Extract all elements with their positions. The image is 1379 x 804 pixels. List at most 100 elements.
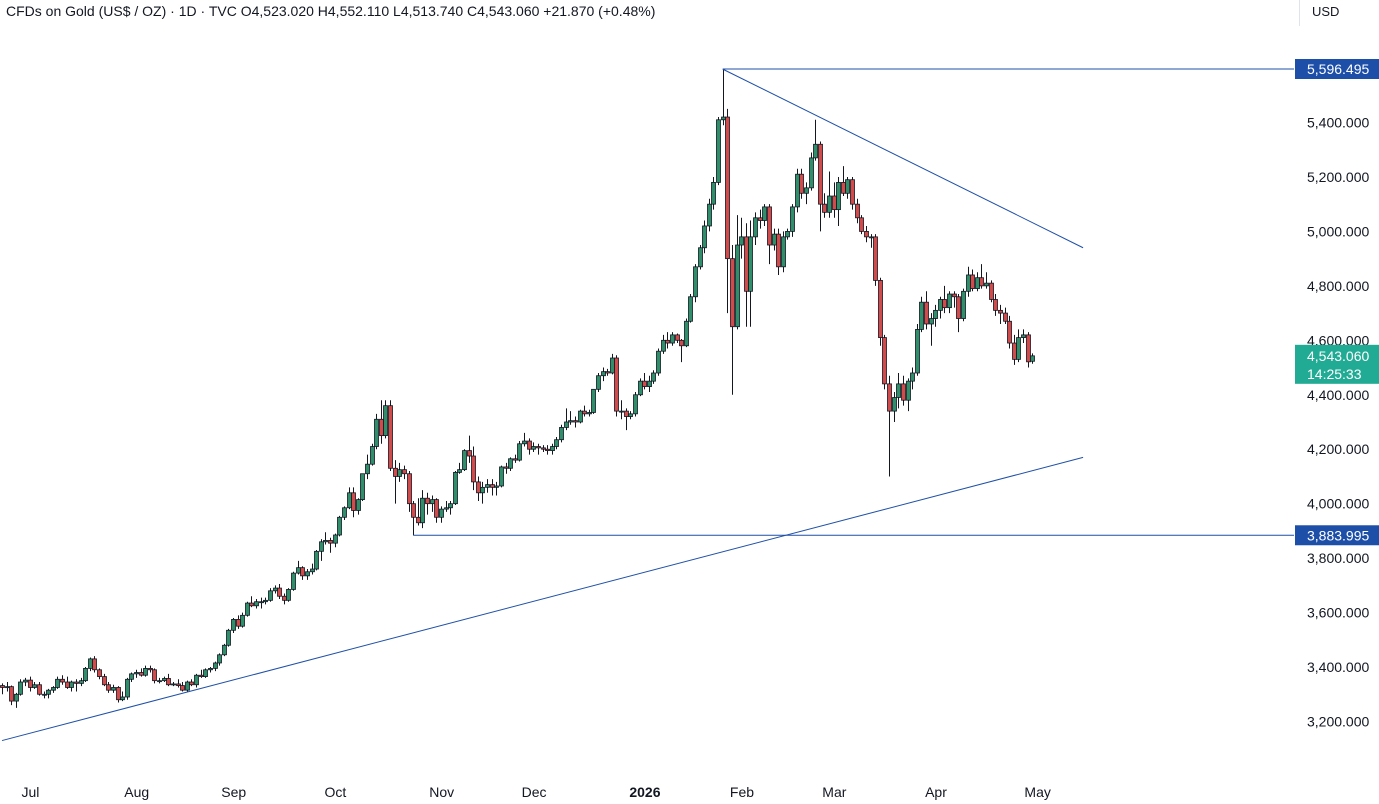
candle-down bbox=[139, 672, 144, 676]
candle-down bbox=[328, 540, 333, 544]
candle-up bbox=[360, 473, 365, 500]
candle-up bbox=[610, 357, 615, 374]
candle-up bbox=[522, 440, 527, 445]
candle-down bbox=[545, 448, 550, 451]
candle-up bbox=[448, 503, 453, 509]
candle-down bbox=[624, 410, 629, 417]
candle-down bbox=[1007, 320, 1012, 344]
candle-up bbox=[531, 446, 536, 450]
candle-down bbox=[425, 497, 430, 505]
x-tick-label: Sep bbox=[221, 784, 246, 800]
currency-button[interactable]: USD bbox=[1299, 0, 1379, 26]
candle-up bbox=[263, 599, 268, 603]
y-tick-label: 3,400.000 bbox=[1307, 659, 1369, 675]
candle-down bbox=[873, 236, 878, 281]
candle-up bbox=[254, 601, 259, 607]
candle-up bbox=[342, 507, 347, 518]
candle-down bbox=[388, 405, 393, 469]
candle-up bbox=[559, 427, 564, 441]
candle-down bbox=[92, 658, 97, 671]
candle-up bbox=[55, 678, 60, 688]
candle-down bbox=[189, 681, 194, 686]
candle-up bbox=[134, 672, 139, 675]
candle-down bbox=[504, 466, 509, 469]
drawing-layer[interactable] bbox=[1, 68, 1294, 742]
candle-up bbox=[633, 394, 638, 415]
candle-down bbox=[407, 473, 412, 505]
candle-up bbox=[365, 463, 370, 475]
candle-up bbox=[485, 484, 490, 488]
candle-up bbox=[684, 320, 689, 347]
candle-up bbox=[370, 446, 375, 465]
candle-down bbox=[901, 383, 906, 401]
candle-up bbox=[494, 485, 499, 488]
candle-down bbox=[799, 173, 804, 194]
candle-down bbox=[956, 296, 961, 319]
candle-down bbox=[675, 334, 680, 341]
candle-up bbox=[125, 678, 130, 698]
open-value: O4,523.020 bbox=[240, 3, 314, 19]
candle-down bbox=[176, 683, 181, 686]
candle-up bbox=[813, 143, 818, 159]
candle-up bbox=[550, 446, 555, 451]
candle-up bbox=[628, 413, 633, 417]
candle-down bbox=[152, 669, 157, 682]
candle-up bbox=[439, 508, 444, 518]
candle-down bbox=[952, 293, 957, 298]
candle-down bbox=[882, 337, 887, 385]
symbol-header: CFDs on Gold (US$ / OZ) · 1D · TVC O4,52… bbox=[6, 3, 656, 19]
x-tick-label: Jul bbox=[22, 784, 40, 800]
x-tick-label: Aug bbox=[124, 784, 149, 800]
candle-down bbox=[679, 339, 684, 347]
candle-up bbox=[721, 116, 726, 121]
candle-up bbox=[157, 680, 162, 683]
candle-down bbox=[300, 567, 305, 577]
candle-down bbox=[822, 203, 827, 213]
candle-up bbox=[892, 397, 897, 412]
candle-down bbox=[476, 481, 481, 494]
candle-up bbox=[906, 380, 911, 401]
candle-up bbox=[929, 318, 934, 325]
candle-down bbox=[180, 685, 185, 691]
candle-up bbox=[647, 380, 652, 388]
candle-down bbox=[97, 669, 102, 677]
candle-down bbox=[979, 277, 984, 287]
candle-down bbox=[776, 233, 781, 268]
candle-down bbox=[725, 116, 730, 260]
candle-up bbox=[919, 301, 924, 330]
candle-down bbox=[37, 684, 42, 695]
x-tick-label: Apr bbox=[925, 784, 947, 800]
level-price-label: 3,883.995 bbox=[1307, 527, 1369, 543]
candle-down bbox=[249, 602, 254, 607]
candle-up bbox=[938, 299, 943, 311]
candle-up bbox=[702, 225, 707, 249]
y-tick-label: 3,800.000 bbox=[1307, 550, 1369, 566]
y-tick-label: 4,000.000 bbox=[1307, 496, 1369, 512]
candle-up bbox=[14, 693, 19, 702]
candle-up bbox=[162, 678, 167, 682]
candle-up bbox=[781, 236, 786, 268]
candle-up bbox=[194, 674, 199, 686]
candle-up bbox=[772, 233, 777, 246]
candle-up bbox=[88, 658, 93, 669]
candle-up bbox=[185, 681, 190, 691]
candle-up bbox=[333, 534, 338, 544]
candle-down bbox=[573, 420, 578, 423]
interval[interactable]: 1D bbox=[178, 3, 197, 19]
candle-down bbox=[351, 492, 356, 511]
candle-up bbox=[809, 157, 814, 189]
y-tick-label: 3,200.000 bbox=[1307, 714, 1369, 730]
candle-up bbox=[319, 541, 324, 552]
candlestick-series bbox=[0, 69, 1035, 708]
symbol-name[interactable]: CFDs on Gold (US$ / OZ) bbox=[6, 3, 167, 19]
x-tick-label: Oct bbox=[325, 784, 347, 800]
candle-down bbox=[665, 339, 670, 344]
price-tags: 5,596.495 3,883.995 4,543.060 14:25:33 bbox=[1295, 58, 1379, 546]
candle-up bbox=[790, 206, 795, 232]
y-tick-label: 4,800.000 bbox=[1307, 278, 1369, 294]
candle-down bbox=[402, 469, 407, 475]
candle-down bbox=[490, 484, 495, 488]
x-tick-label: Dec bbox=[522, 784, 547, 800]
candle-up bbox=[554, 439, 559, 447]
